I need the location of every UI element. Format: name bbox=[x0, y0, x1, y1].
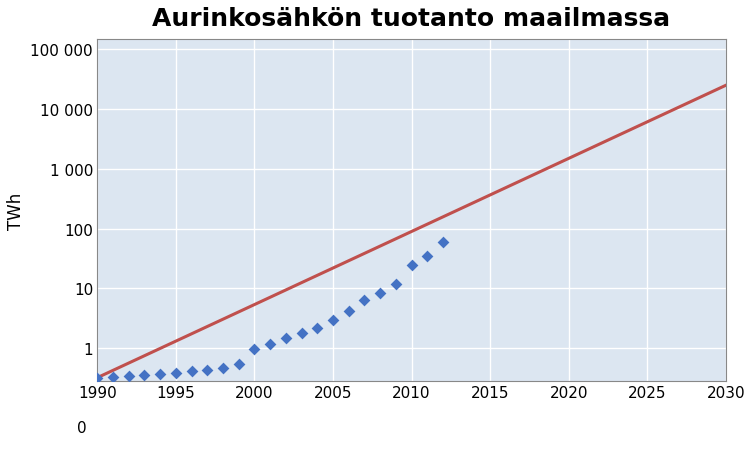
Point bbox=[138, 372, 150, 379]
Point bbox=[107, 373, 119, 381]
Point bbox=[186, 368, 198, 375]
Point bbox=[390, 281, 402, 288]
Point bbox=[217, 365, 229, 372]
Point bbox=[374, 289, 386, 296]
Text: 0: 0 bbox=[77, 420, 86, 435]
Point bbox=[327, 316, 339, 323]
Point bbox=[437, 239, 449, 246]
Point bbox=[232, 360, 244, 368]
Point bbox=[359, 296, 371, 304]
Title: Aurinkosähkön tuotanto maailmassa: Aurinkosähkön tuotanto maailmassa bbox=[153, 7, 671, 31]
Point bbox=[248, 346, 260, 353]
Point bbox=[91, 374, 103, 382]
Point bbox=[202, 367, 214, 374]
Point bbox=[154, 370, 166, 377]
Point bbox=[311, 324, 323, 331]
Point bbox=[123, 373, 135, 380]
Point bbox=[343, 308, 355, 315]
Point bbox=[170, 369, 182, 376]
Point bbox=[296, 330, 308, 337]
Point bbox=[405, 262, 417, 269]
Point bbox=[280, 335, 292, 342]
Point bbox=[264, 341, 276, 348]
Y-axis label: TWh: TWh bbox=[7, 192, 25, 229]
Point bbox=[421, 253, 433, 260]
